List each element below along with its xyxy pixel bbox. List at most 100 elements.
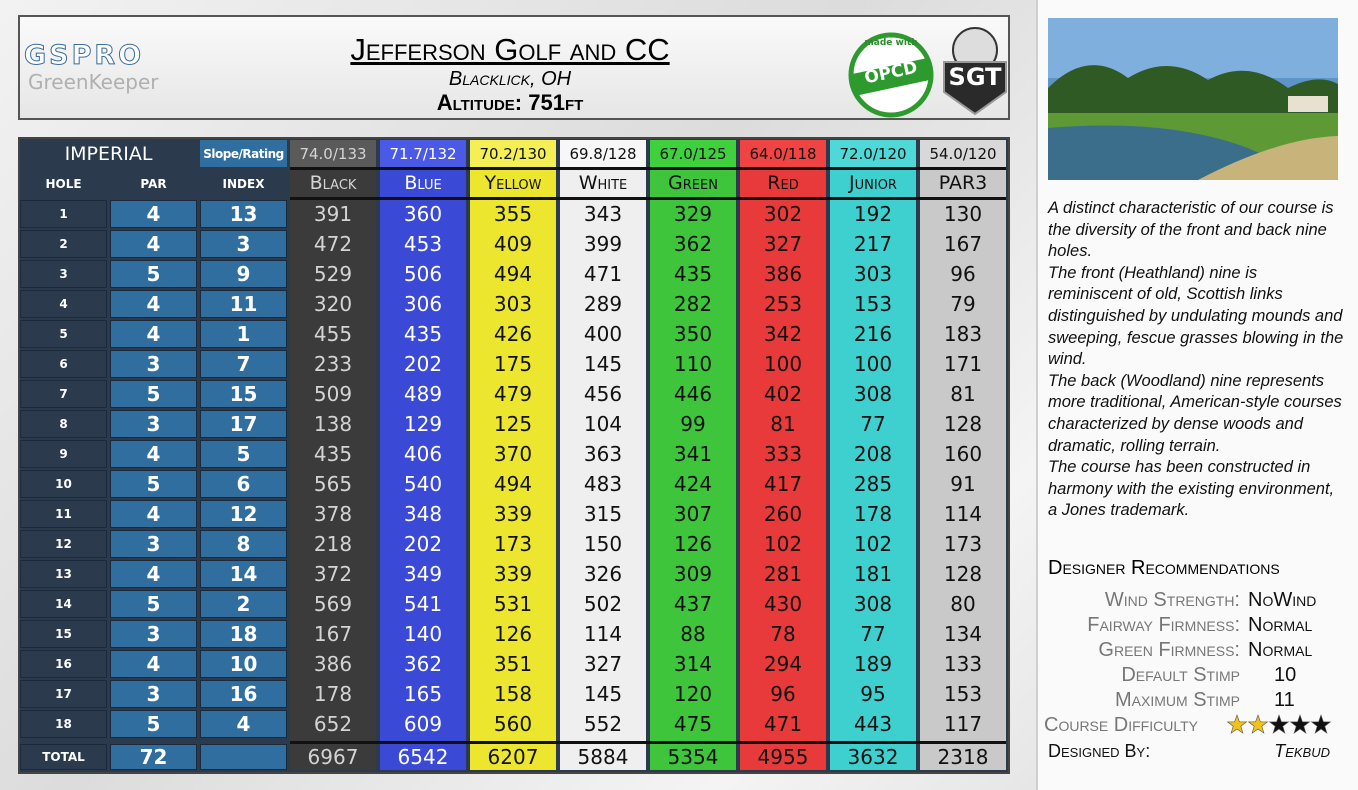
hole-yardage: 153 [943,682,983,706]
hole-yardage: 79 [950,292,976,316]
hole-yardage: 320 [313,292,353,316]
hole-yardage: 391 [313,202,353,226]
designer-label: Designed By: [1048,740,1151,761]
hole-par: 3 [110,530,197,558]
hole-yardage: 138 [313,412,353,436]
logo-sub: GreenKeeper [28,70,159,94]
hole-yardage: 560 [493,712,533,736]
hole-yardage: 327 [583,652,623,676]
hole-yardage: 303 [493,292,533,316]
difficulty-stars [1226,714,1332,734]
hole-yardage: 315 [583,502,623,526]
hole-yardage: 104 [583,412,623,436]
divider-line [290,167,1006,170]
hole-par: 3 [110,350,197,378]
hole-yardage: 202 [403,352,443,376]
hole-yardage: 171 [943,352,983,376]
difficulty-star [1289,714,1311,734]
hole-number: 1 [20,200,107,228]
hole-number: 10 [20,470,107,498]
hole-par: 4 [110,200,197,228]
tee-column [560,140,646,770]
sgt-text: SGT [948,63,1002,91]
slope-label: Slope/Rating [200,140,287,167]
hole-par: 4 [110,440,197,468]
hole-yardage: 114 [583,622,623,646]
hole-yardage: 165 [403,682,443,706]
hole-yardage: 192 [853,202,893,226]
hole-yardage: 125 [493,412,533,436]
hole-yardage: 417 [763,472,803,496]
hole-yardage: 183 [943,322,983,346]
tee-rating: 54.0/120 [920,140,1006,167]
hole-yardage: 281 [763,562,803,586]
hole-index: 10 [200,650,287,678]
recommendation-label: Green Firmness: [1098,638,1240,661]
hole-yardage: 96 [950,262,976,286]
hole-index: 7 [200,350,287,378]
hole-yardage: 426 [493,322,533,346]
hole-number: 7 [20,380,107,408]
description-paragraph: The front (Heathland) nine is reminiscen… [1048,263,1344,369]
designer-value: Tekbud [1274,740,1330,761]
tee-column [380,140,466,770]
hole-par: 4 [110,230,197,258]
hole-yardage: 341 [673,442,713,466]
hole-par: 5 [110,590,197,618]
hole-number: 11 [20,500,107,528]
hole-yardage: 362 [673,232,713,256]
hole-yardage: 289 [583,292,623,316]
recommendation-value: 11 [1274,688,1295,711]
hole-yardage: 129 [403,412,443,436]
total-par: 72 [110,744,197,770]
hole-index: 14 [200,560,287,588]
hole-yardage: 502 [583,592,623,616]
tee-rating: 71.7/132 [380,140,466,167]
hole-yardage: 208 [853,442,893,466]
hole-yardage: 145 [583,352,623,376]
hole-yardage: 456 [583,382,623,406]
hole-yardage: 329 [673,202,713,226]
hole-yardage: 609 [403,712,443,736]
hole-yardage: 80 [950,592,976,616]
hole-yardage: 302 [763,202,803,226]
hole-yardage: 173 [493,532,533,556]
hole-yardage: 406 [403,442,443,466]
total-yardage: 3632 [847,745,899,769]
hole-yardage: 99 [680,412,706,436]
hole-par: 3 [110,410,197,438]
hole-yardage: 308 [853,382,893,406]
hole-yardage: 128 [943,562,983,586]
tee-rating: 70.2/130 [470,140,556,167]
hole-yardage: 81 [950,382,976,406]
hole-index: 2 [200,590,287,618]
hole-index: 4 [200,710,287,738]
tee-name: Blue [404,172,442,194]
column-header: INDEX [200,170,287,197]
hole-yardage: 202 [403,532,443,556]
sgt-badge [943,27,1007,116]
hole-yardage: 363 [583,442,623,466]
hole-yardage: 117 [943,712,983,736]
hole-yardage: 178 [853,502,893,526]
hole-index: 3 [200,230,287,258]
hole-yardage: 314 [673,652,713,676]
hole-yardage: 475 [673,712,713,736]
total-yardage: 6967 [307,745,359,769]
hole-yardage: 233 [313,352,353,376]
total-index [200,744,287,770]
hole-index: 1 [200,320,287,348]
hole-yardage: 285 [853,472,893,496]
hole-index: 8 [200,530,287,558]
hole-yardage: 455 [313,322,353,346]
hole-yardage: 189 [853,652,893,676]
hole-yardage: 100 [853,352,893,376]
total-yardage: 5884 [577,745,629,769]
hole-yardage: 430 [763,592,803,616]
hole-yardage: 506 [403,262,443,286]
hole-index: 5 [200,440,287,468]
hole-number: 12 [20,530,107,558]
hole-yardage: 386 [763,262,803,286]
hole-yardage: 327 [763,232,803,256]
hole-yardage: 443 [853,712,893,736]
